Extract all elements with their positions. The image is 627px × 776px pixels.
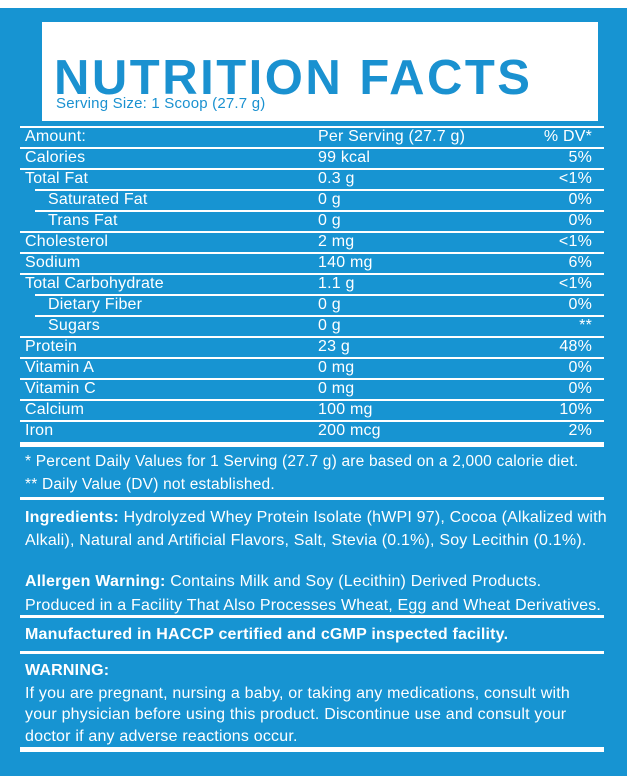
- nutrient-label: Calories: [25, 148, 86, 166]
- divider-above-ingredients: [20, 497, 604, 500]
- nutrient-amount: 0 mg: [318, 379, 355, 397]
- nutrient-amount: 140 mg: [318, 253, 373, 271]
- ingredients-text: Hydrolyzed Whey Protein Isolate (hWPI 97…: [25, 509, 607, 549]
- ingredients-label: Ingredients:: [25, 509, 119, 526]
- table-row: Protein 23 g 48%: [20, 336, 604, 357]
- nutrition-facts-header: NUTRITION FACTS Serving Size: 1 Scoop (2…: [42, 22, 598, 121]
- nutrient-label: Calcium: [25, 400, 85, 418]
- nutrient-amount: 99 kcal: [318, 148, 371, 166]
- warning-label: WARNING:: [25, 662, 110, 679]
- nutrient-label: Iron: [25, 421, 54, 439]
- nutrient-amount: 2 mg: [318, 232, 355, 250]
- nutrient-amount: 23 g: [318, 337, 350, 355]
- nutrient-amount: 1.1 g: [318, 274, 355, 292]
- nutrient-dv: 0%: [568, 190, 592, 208]
- nutrient-dv: 2%: [568, 421, 592, 439]
- nutrient-label: Trans Fat: [48, 211, 118, 229]
- column-header-dv: % DV*: [543, 127, 592, 145]
- nutrient-dv: <1%: [558, 169, 592, 187]
- nutrient-label: Total Fat: [25, 169, 89, 187]
- nutrient-dv: 0%: [568, 295, 592, 313]
- allergen-warning-section: Allergen Warning: Contains Milk and Soy …: [25, 570, 615, 617]
- nutrient-dv: 6%: [568, 253, 592, 271]
- table-row: Vitamin A 0 mg 0%: [20, 357, 604, 378]
- nutrient-amount: 0 g: [318, 295, 341, 313]
- manufactured-note: Manufactured in HACCP certified and cGMP…: [25, 626, 509, 643]
- divider-above-manufactured: [20, 615, 604, 618]
- footnotes: * Percent Daily Values for 1 Serving (27…: [25, 450, 605, 496]
- table-row: Calcium 100 mg 10%: [20, 399, 604, 420]
- nutrient-dv: 0%: [568, 379, 592, 397]
- nutrient-label: Dietary Fiber: [48, 295, 143, 313]
- table-row: Total Fat 0.3 g <1%: [20, 168, 604, 189]
- ingredients-section: Ingredients: Hydrolyzed Whey Protein Iso…: [25, 506, 610, 552]
- nutrition-table: Amount: Per Serving (27.7 g) % DV* Calor…: [20, 126, 604, 441]
- nutrient-dv: <1%: [558, 274, 592, 292]
- divider-thick-bottom: [20, 747, 604, 752]
- nutrient-dv: 0%: [568, 211, 592, 229]
- nutrient-label: Sodium: [25, 253, 81, 271]
- column-header-per-serving: Per Serving (27.7 g): [318, 127, 466, 145]
- nutrient-label: Cholesterol: [25, 232, 109, 250]
- nutrient-dv: **: [579, 316, 592, 334]
- nutrient-label: Saturated Fat: [48, 190, 148, 208]
- table-row: Trans Fat 0 g 0%: [20, 210, 604, 231]
- column-header-amount: Amount:: [25, 127, 86, 145]
- table-row: Calories 99 kcal 5%: [20, 147, 604, 168]
- page-title: NUTRITION FACTS: [54, 51, 533, 105]
- table-row: Iron 200 mcg 2%: [20, 420, 604, 441]
- table-row: Vitamin C 0 mg 0%: [20, 378, 604, 399]
- nutrient-dv: <1%: [558, 232, 592, 250]
- table-row: Total Carbohydrate 1.1 g <1%: [20, 273, 604, 294]
- nutrient-amount: 0 g: [318, 316, 341, 334]
- label-background: [0, 8, 627, 776]
- allergen-warning-label: Allergen Warning:: [25, 573, 166, 590]
- footnote-daily-values: * Percent Daily Values for 1 Serving (27…: [25, 453, 579, 470]
- nutrient-label: Sugars: [48, 316, 100, 334]
- table-header-row: Amount: Per Serving (27.7 g) % DV*: [20, 126, 604, 147]
- nutrient-label: Vitamin A: [25, 358, 95, 376]
- footnote-dv-not-established: ** Daily Value (DV) not established.: [25, 476, 275, 493]
- allergen-warning-text: Contains Milk and Soy (Lecithin) Derived…: [25, 573, 602, 614]
- nutrient-label: Protein: [25, 337, 78, 355]
- warning-text: If you are pregnant, nursing a baby, or …: [25, 685, 570, 745]
- divider-thick-under-table: [20, 442, 604, 447]
- table-row: Sugars 0 g **: [20, 315, 604, 336]
- nutrient-amount: 0 mg: [318, 358, 355, 376]
- nutrient-dv: 0%: [568, 358, 592, 376]
- divider-above-warning: [20, 651, 604, 654]
- nutrient-amount: 0 g: [318, 211, 341, 229]
- nutrient-label: Vitamin C: [25, 379, 96, 397]
- nutrient-label: Total Carbohydrate: [25, 274, 164, 292]
- nutrient-amount: 0 g: [318, 190, 341, 208]
- table-row: Dietary Fiber 0 g 0%: [20, 294, 604, 315]
- nutrient-amount: 200 mcg: [318, 421, 381, 439]
- nutrient-amount: 100 mg: [318, 400, 373, 418]
- serving-size-text: Serving Size: 1 Scoop (27.7 g): [56, 95, 266, 112]
- table-row: Cholesterol 2 mg <1%: [20, 231, 604, 252]
- nutrient-dv: 10%: [559, 400, 592, 418]
- nutrient-dv: 48%: [559, 337, 592, 355]
- nutrient-amount: 0.3 g: [318, 169, 355, 187]
- table-row: Sodium 140 mg 6%: [20, 252, 604, 273]
- table-row: Saturated Fat 0 g 0%: [20, 189, 604, 210]
- nutrient-dv: 5%: [568, 148, 592, 166]
